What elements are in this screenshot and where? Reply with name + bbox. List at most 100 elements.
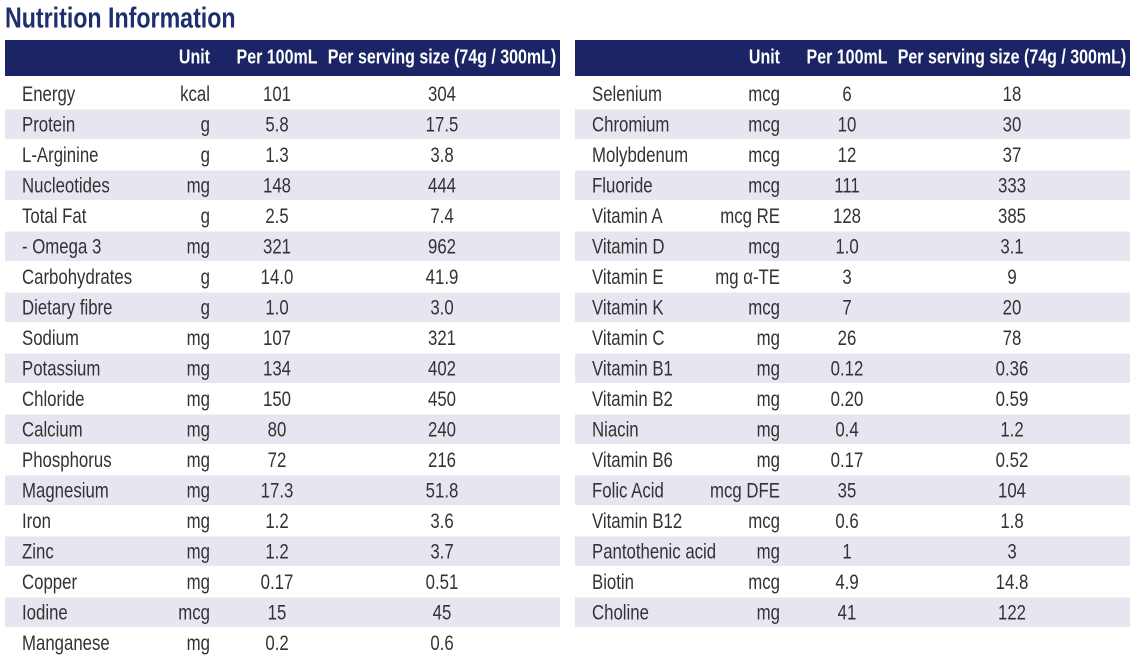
per-100ml: 321 xyxy=(263,236,291,259)
nutrient-name: Chromium xyxy=(592,114,669,137)
title: Nutrition Information xyxy=(5,1,236,34)
per-serving: 14.8 xyxy=(996,571,1029,594)
header-per-serving: Per serving size (74g / 300mL) xyxy=(328,46,557,68)
header-unit: Unit xyxy=(179,46,210,68)
unit: mcg RE xyxy=(720,205,780,228)
row-stripe xyxy=(5,414,560,444)
per-serving: 3.7 xyxy=(430,541,453,564)
per-100ml: 14.0 xyxy=(261,266,294,289)
nutrient-name: Copper xyxy=(22,571,78,594)
row-stripe xyxy=(575,475,1130,505)
row-stripe xyxy=(5,292,560,322)
unit: mg xyxy=(187,449,210,472)
per-serving: 0.6 xyxy=(430,632,453,655)
per-100ml: 0.6 xyxy=(835,510,858,533)
per-serving: 0.36 xyxy=(996,358,1029,381)
per-100ml: 2.5 xyxy=(265,205,288,228)
per-serving: 385 xyxy=(998,205,1026,228)
unit: mg xyxy=(757,419,780,442)
per-100ml: 5.8 xyxy=(265,114,288,137)
per-100ml: 128 xyxy=(833,205,861,228)
header-per-serving: Per serving size (74g / 300mL) xyxy=(898,46,1127,68)
per-100ml: 148 xyxy=(263,175,291,198)
per-serving: 0.59 xyxy=(996,388,1029,411)
per-100ml: 1.2 xyxy=(265,541,288,564)
per-100ml: 72 xyxy=(268,449,287,472)
unit: mcg xyxy=(748,83,780,106)
nutrient-name: Vitamin A xyxy=(592,205,663,228)
row-stripe xyxy=(575,353,1130,383)
nutrient-name: Folic Acid xyxy=(592,480,664,503)
per-100ml: 0.17 xyxy=(261,571,294,594)
unit: g xyxy=(201,144,210,167)
unit: mcg xyxy=(748,114,780,137)
per-serving: 20 xyxy=(1003,297,1022,320)
unit: mg xyxy=(187,236,210,259)
per-serving: 104 xyxy=(998,480,1026,503)
unit: mg xyxy=(757,358,780,381)
per-100ml: 6 xyxy=(842,83,851,106)
nutrient-name: Biotin xyxy=(592,571,634,594)
per-100ml: 41 xyxy=(838,602,857,625)
nutrient-name: Sodium xyxy=(22,327,79,350)
nutrient-name: Phosphorus xyxy=(22,449,112,472)
header-bar xyxy=(575,40,1130,76)
unit: mcg xyxy=(748,297,780,320)
nutrient-name: Nucleotides xyxy=(22,175,110,198)
nutrient-name: Total Fat xyxy=(22,205,87,228)
nutrient-name: Molybdenum xyxy=(592,144,688,167)
nutrient-name: Iodine xyxy=(22,602,68,625)
unit: mg xyxy=(187,510,210,533)
unit: mg xyxy=(187,480,210,503)
unit: kcal xyxy=(180,83,210,106)
unit: mg xyxy=(757,449,780,472)
nutrient-name: Chloride xyxy=(22,388,85,411)
nutrient-name: L-Arginine xyxy=(22,144,99,167)
per-serving: 37 xyxy=(1003,144,1022,167)
row-stripe xyxy=(575,414,1130,444)
nutrient-name: Dietary fibre xyxy=(22,297,112,320)
unit: mcg xyxy=(748,236,780,259)
unit: mcg DFE xyxy=(710,480,780,503)
nutrient-name: Magnesium xyxy=(22,480,109,503)
per-100ml: 1.0 xyxy=(265,297,288,320)
header-unit: Unit xyxy=(749,46,780,68)
per-100ml: 4.9 xyxy=(835,571,858,594)
nutrient-name: Vitamin B6 xyxy=(592,449,673,472)
per-serving: 51.8 xyxy=(426,480,459,503)
header-bar xyxy=(5,40,560,76)
nutrient-name: Vitamin B2 xyxy=(592,388,673,411)
unit: mg xyxy=(187,571,210,594)
per-serving: 3.6 xyxy=(430,510,453,533)
unit: g xyxy=(201,266,210,289)
per-serving: 7.4 xyxy=(430,205,454,228)
nutrient-name: Calcium xyxy=(22,419,83,442)
row-stripe xyxy=(575,536,1130,566)
per-100ml: 80 xyxy=(268,419,287,442)
header-per-100ml: Per 100mL xyxy=(237,46,318,68)
nutrient-name: Iron xyxy=(22,510,51,533)
per-serving: 0.52 xyxy=(996,449,1029,472)
per-serving: 450 xyxy=(428,388,456,411)
per-100ml: 3 xyxy=(842,266,851,289)
per-serving: 18 xyxy=(1003,83,1022,106)
per-100ml: 0.2 xyxy=(265,632,288,655)
nutrient-name: Energy xyxy=(22,83,76,106)
per-100ml: 0.20 xyxy=(831,388,864,411)
unit: mg α-TE xyxy=(715,266,780,289)
per-100ml: 26 xyxy=(838,327,857,350)
per-100ml: 1 xyxy=(842,541,851,564)
per-serving: 444 xyxy=(428,175,456,198)
row-stripe xyxy=(5,475,560,505)
per-serving: 962 xyxy=(428,236,456,259)
header-per-100ml: Per 100mL xyxy=(807,46,888,68)
nutrient-name: Vitamin C xyxy=(592,327,664,350)
nutrient-name: Selenium xyxy=(592,83,662,106)
unit: mg xyxy=(187,541,210,564)
per-100ml: 107 xyxy=(263,327,291,350)
per-serving: 402 xyxy=(428,358,456,381)
unit: mcg xyxy=(748,144,780,167)
nutrient-name: - Omega 3 xyxy=(22,236,101,259)
